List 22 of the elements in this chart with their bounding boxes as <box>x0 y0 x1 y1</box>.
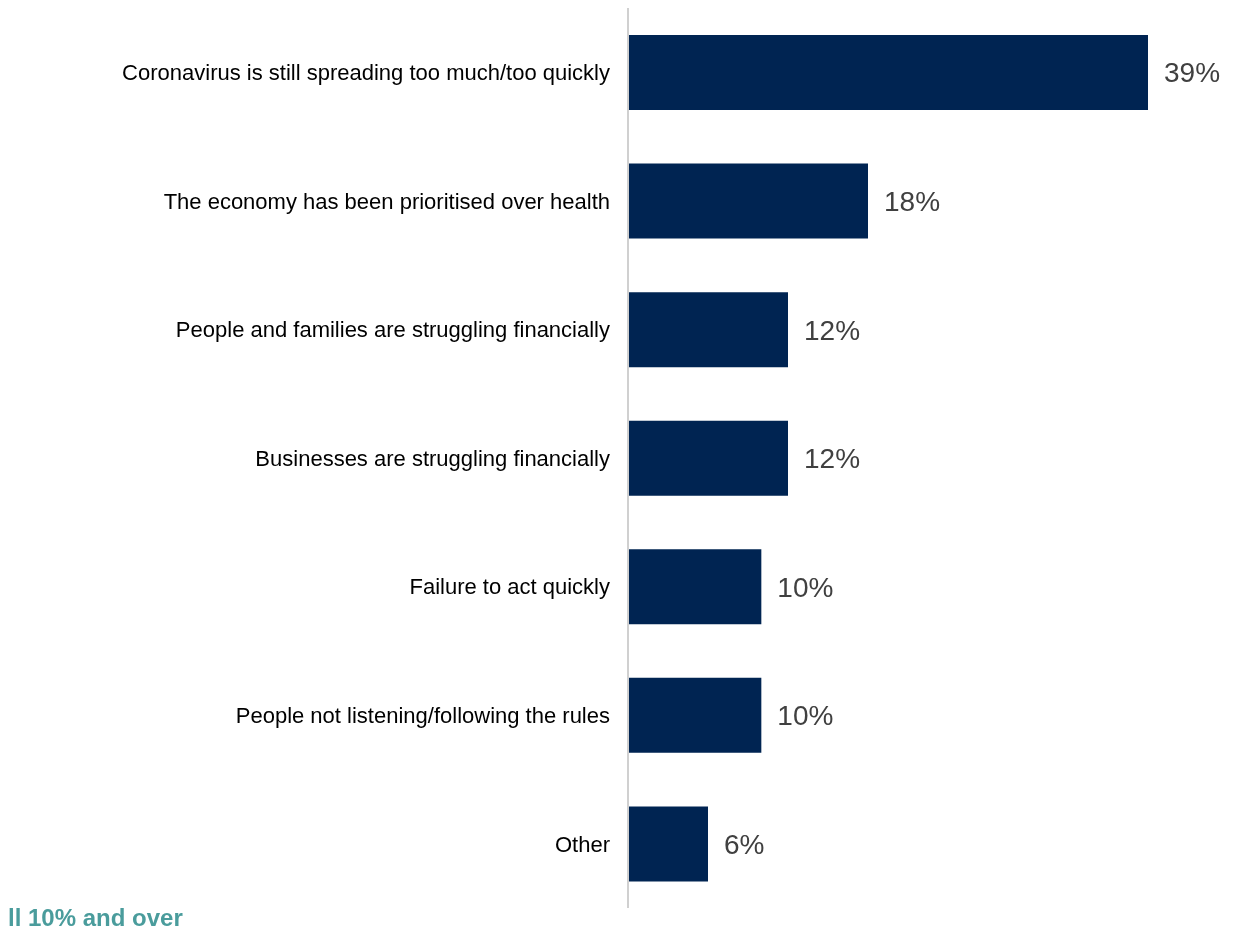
bar <box>628 163 868 239</box>
data-label: 6% <box>724 828 765 860</box>
data-label: 12% <box>804 443 861 475</box>
bar <box>628 806 708 882</box>
y-tick-label: The economy has been prioritised over health <box>163 188 610 214</box>
y-tick-label: Other <box>554 831 610 857</box>
bar <box>628 677 762 753</box>
data-label: 39% <box>1164 57 1221 89</box>
y-tick-label: Failure to act quickly <box>409 574 610 600</box>
data-label: 10% <box>777 700 834 732</box>
y-tick-label: Coronavirus is still spreading too much/too quickly <box>122 60 610 86</box>
data-label: 18% <box>884 186 941 218</box>
data-label: 10% <box>777 571 834 603</box>
y-tick-label: Businesses are struggling financially <box>255 445 610 471</box>
text: ll 10% and over <box>8 904 184 930</box>
data-label: 12% <box>804 314 861 346</box>
y-tick-label: People and families are struggling financially <box>175 317 610 343</box>
bar <box>628 292 788 368</box>
bar <box>628 420 788 496</box>
y-tick-label: People not listening/following the rules <box>235 702 610 728</box>
bar <box>628 35 1148 110</box>
bar <box>628 549 762 625</box>
